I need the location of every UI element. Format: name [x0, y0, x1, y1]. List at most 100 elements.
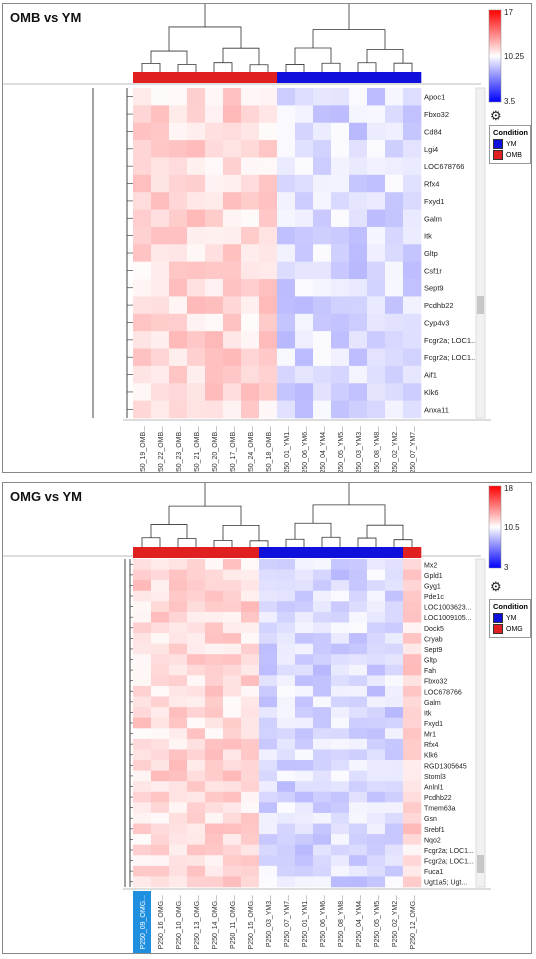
heatmap-cell — [205, 601, 224, 613]
dendrogram-branch — [141, 537, 161, 547]
row-label: Fxyd1 — [424, 197, 444, 206]
heatmap-cell — [187, 157, 206, 176]
heatmap-cell — [169, 122, 188, 141]
condition-legend: Condition YM OMB — [489, 125, 531, 164]
heatmap-cell — [385, 559, 404, 570]
heatmap-cell — [241, 876, 260, 888]
row-label: LOC1009105... — [424, 615, 472, 622]
heatmap-cell — [313, 383, 332, 401]
heatmap-cell — [151, 601, 170, 613]
heatmap-svg[interactable]: Mx2 Gpld1 Gyg1 Pde1c LOC1003623... LOC1009105… — [3, 483, 531, 953]
heatmap-cell — [367, 654, 386, 666]
column-label: P250_05_YM5... — [338, 426, 345, 472]
heatmap-cell — [133, 738, 152, 750]
legend-label: YM — [506, 140, 517, 148]
heatmap-cell — [151, 802, 170, 814]
heatmap-cell — [259, 580, 278, 592]
dendrogram-branch — [393, 539, 413, 547]
heatmap-cell — [223, 226, 242, 245]
heatmap-cell — [259, 400, 278, 419]
heatmap-cell — [331, 633, 350, 644]
heatmap-cell — [241, 664, 260, 676]
row-label: Lgi4 — [424, 145, 438, 154]
heatmap-cell — [331, 313, 350, 332]
heatmap-cell — [223, 643, 242, 655]
heatmap-cell — [169, 569, 188, 581]
heatmap-cell — [367, 696, 386, 708]
heatmap-cell — [133, 400, 152, 419]
heatmap-cell — [349, 622, 368, 634]
gear-icon[interactable]: ⚙ — [490, 108, 502, 123]
heatmap-cell — [403, 296, 422, 315]
heatmap-cell — [259, 664, 278, 676]
heatmap-cell — [349, 675, 368, 687]
heatmap-cell — [205, 802, 224, 814]
legend-label: YM — [506, 614, 517, 622]
heatmap-cell — [403, 844, 422, 856]
heatmap-cell — [223, 823, 242, 835]
row-label: Mr1 — [424, 732, 436, 739]
heatmap-cell — [151, 717, 170, 729]
heatmap-cell — [169, 643, 188, 655]
heatmap-cell — [295, 728, 314, 740]
heatmap-cell — [169, 611, 188, 623]
heatmap-cell — [151, 685, 170, 697]
heatmap-cell — [313, 633, 332, 644]
heatmap-cell — [169, 696, 188, 708]
heatmap-cell — [331, 157, 350, 176]
heatmap-cell — [403, 122, 422, 141]
heatmap-cell — [205, 876, 224, 888]
heatmap-cell — [169, 738, 188, 750]
heatmap-cell — [187, 654, 206, 666]
heatmap-cell — [277, 331, 296, 349]
heatmap-cell — [295, 174, 314, 193]
heatmap-cell — [169, 313, 188, 332]
condition-bar-cell — [259, 547, 278, 558]
heatmap-cell — [403, 876, 422, 888]
heatmap-svg[interactable]: Apoc1 Fbxo32 Cd84 Lgi4 LOC678766 Rfx4 Fxyd1 Gal… — [3, 4, 531, 472]
heatmap-cell — [403, 244, 422, 262]
column-label: P250_19_OMB... — [140, 426, 147, 472]
condition-bar-cell — [133, 547, 152, 558]
heatmap-cell — [403, 834, 422, 845]
row-label: Fcgr2a; LOC1... — [424, 353, 477, 362]
heatmap-cell — [205, 279, 224, 297]
heatmap-cell — [223, 192, 242, 210]
row-label: Gltp — [424, 658, 437, 665]
heatmap-cell — [187, 590, 206, 602]
heatmap-cell — [277, 844, 296, 856]
heatmap-cell — [385, 749, 404, 761]
heatmap-cell — [187, 174, 206, 193]
heatmap-cell — [205, 88, 224, 106]
heatmap-cell — [241, 157, 260, 176]
heatmap-cell — [385, 728, 404, 740]
heatmap-cell — [187, 261, 206, 280]
heatmap-cell — [259, 834, 278, 845]
heatmap-cell — [205, 781, 224, 793]
heatmap-panel-omb: OMB vs YM Apoc1 Fbxo32 Cd84 Lgi4 LOC678766 Rf… — [2, 3, 532, 473]
heatmap-cell — [367, 261, 386, 280]
legend-label: OMB — [506, 151, 522, 159]
heatmap-cell — [169, 296, 188, 315]
heatmap-cell — [313, 601, 332, 613]
heatmap-cell — [313, 685, 332, 697]
row-label: Fcgr2a; LOC1... — [424, 336, 477, 345]
heatmap-cell — [133, 812, 152, 824]
dendrogram-branch — [150, 50, 188, 65]
heatmap-cell — [295, 601, 314, 613]
row-label: Fcgr2a; LOC1... — [424, 848, 474, 855]
heatmap-cell — [367, 174, 386, 193]
heatmap-cell — [259, 559, 278, 570]
heatmap-cell — [151, 122, 170, 141]
heatmap-cell — [169, 791, 188, 803]
heatmap-cell — [385, 855, 404, 867]
row-label: LOC1003623... — [424, 605, 472, 612]
heatmap-cell — [313, 348, 332, 367]
gear-icon[interactable]: ⚙ — [490, 579, 502, 594]
heatmap-cell — [133, 209, 152, 228]
heatmap-cell — [187, 696, 206, 708]
heatmap-cell — [313, 244, 332, 262]
heatmap-cell — [133, 313, 152, 332]
heatmap-cell — [295, 365, 314, 384]
heatmap-cell — [259, 105, 278, 124]
